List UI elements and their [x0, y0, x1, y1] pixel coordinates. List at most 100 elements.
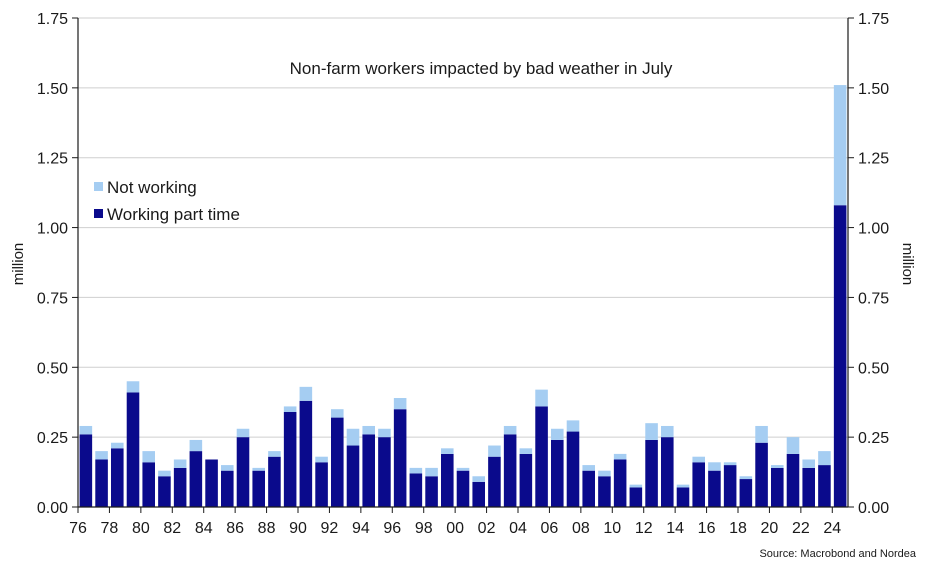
gridlines [78, 17, 848, 438]
bar-working-part-time [283, 411, 297, 507]
bar-not-working [488, 445, 501, 457]
x-tick-label: 96 [383, 520, 401, 537]
bar-not-working [771, 465, 784, 468]
y-tick-label-left: 0.25 [37, 430, 68, 447]
x-tick-label: 14 [666, 520, 684, 537]
bar-not-working [189, 439, 203, 452]
axis-frame [77, 18, 849, 508]
bar-not-working [252, 467, 265, 471]
bar-not-working [409, 467, 423, 474]
source-note: Source: Macrobond and Nordea [759, 548, 916, 560]
bar-not-working [739, 476, 753, 480]
y-tick-label-left: 0.00 [37, 500, 68, 517]
bar-not-working [126, 381, 140, 393]
bar-working-part-time [629, 487, 643, 507]
bar-working-part-time [315, 462, 328, 507]
bar-not-working [629, 484, 643, 488]
bar-working-part-time [409, 473, 423, 507]
bar-working-part-time [723, 465, 737, 507]
y-axis-label-right: million [899, 243, 916, 286]
bar-working-part-time [598, 476, 611, 507]
bar-not-working [142, 451, 155, 463]
bar-not-working [299, 386, 313, 401]
x-tick-label: 06 [541, 520, 559, 537]
bar-working-part-time [142, 462, 155, 507]
bar-working-part-time [786, 453, 800, 507]
bar-not-working [519, 448, 533, 454]
bar-not-working [362, 425, 375, 435]
bar-working-part-time [661, 437, 674, 507]
bar-not-working [221, 465, 234, 471]
bar-not-working [692, 456, 705, 463]
x-tick-label: 84 [195, 520, 213, 537]
bar-not-working [786, 437, 800, 454]
x-tick-label: 76 [69, 520, 87, 537]
bar-working-part-time [158, 476, 171, 507]
bar-not-working [158, 470, 171, 477]
bar-not-working [79, 425, 93, 435]
bar-not-working [236, 428, 250, 438]
bar-working-part-time [833, 205, 847, 507]
bar-not-working [456, 467, 470, 471]
x-tick-label: 88 [258, 520, 276, 537]
bar-not-working [676, 484, 690, 488]
x-tick-label: 16 [698, 520, 716, 537]
bar-working-part-time [126, 392, 140, 507]
bar-working-part-time [173, 467, 187, 507]
x-tick-label: 24 [823, 520, 841, 537]
bar-not-working [441, 448, 454, 454]
bar-working-part-time [692, 462, 705, 507]
bar-not-working [598, 470, 611, 477]
bar-not-working [331, 409, 344, 418]
y-axis-label-left: million [10, 243, 27, 286]
bar-working-part-time [645, 439, 658, 507]
bar-working-part-time [488, 456, 501, 507]
bar-working-part-time [252, 470, 265, 507]
bar-not-working [802, 459, 815, 468]
bar-working-part-time [708, 470, 721, 507]
y-tick-label-left: 0.75 [37, 290, 68, 307]
x-tick-label: 98 [415, 520, 433, 537]
bars [79, 85, 847, 507]
y-tick-label-left: 1.00 [37, 221, 68, 238]
bar-working-part-time [189, 451, 203, 507]
bar-working-part-time [676, 487, 690, 507]
bar-working-part-time [582, 470, 595, 507]
bar-working-part-time [551, 439, 564, 507]
bar-not-working [95, 451, 108, 460]
y-tick-label-left: 1.75 [37, 11, 68, 28]
y-axis-left: 0.00 0.25 0.50 0.75 1.00 1.25 1.50 1.75 [37, 11, 78, 517]
x-tick-label: 92 [321, 520, 339, 537]
bar-not-working [378, 428, 391, 438]
bar-working-part-time [205, 459, 218, 507]
bar-working-part-time [472, 481, 485, 507]
bar-working-part-time [362, 434, 375, 507]
bar-not-working [566, 420, 580, 432]
bar-not-working [393, 398, 407, 410]
bar-not-working [472, 476, 485, 482]
bar-working-part-time [503, 434, 517, 507]
bar-not-working [535, 389, 548, 407]
bar-working-part-time [566, 431, 580, 507]
bar-working-part-time [456, 470, 470, 507]
bar-not-working [818, 451, 831, 466]
bar-working-part-time [268, 456, 281, 507]
bar-working-part-time [221, 470, 234, 507]
bar-not-working [111, 442, 124, 449]
bar-working-part-time [818, 465, 831, 507]
y-axis-right: 0.00 0.25 0.50 0.75 1.00 1.25 1.50 1.75 [848, 11, 889, 517]
bar-working-part-time [535, 406, 548, 507]
chart-title: Non-farm workers impacted by bad weather… [290, 59, 673, 78]
x-tick-label: 90 [289, 520, 307, 537]
y-tick-label-right: 1.25 [858, 151, 889, 168]
legend-swatch-working-part-time [94, 209, 103, 218]
bar-working-part-time [613, 459, 627, 507]
bar-working-part-time [441, 453, 454, 507]
bar-not-working [173, 459, 187, 468]
bar-working-part-time [299, 400, 313, 507]
x-tick-label: 12 [635, 520, 653, 537]
bar-not-working [661, 425, 674, 438]
bar-working-part-time [346, 445, 360, 507]
x-tick-label: 10 [603, 520, 621, 537]
